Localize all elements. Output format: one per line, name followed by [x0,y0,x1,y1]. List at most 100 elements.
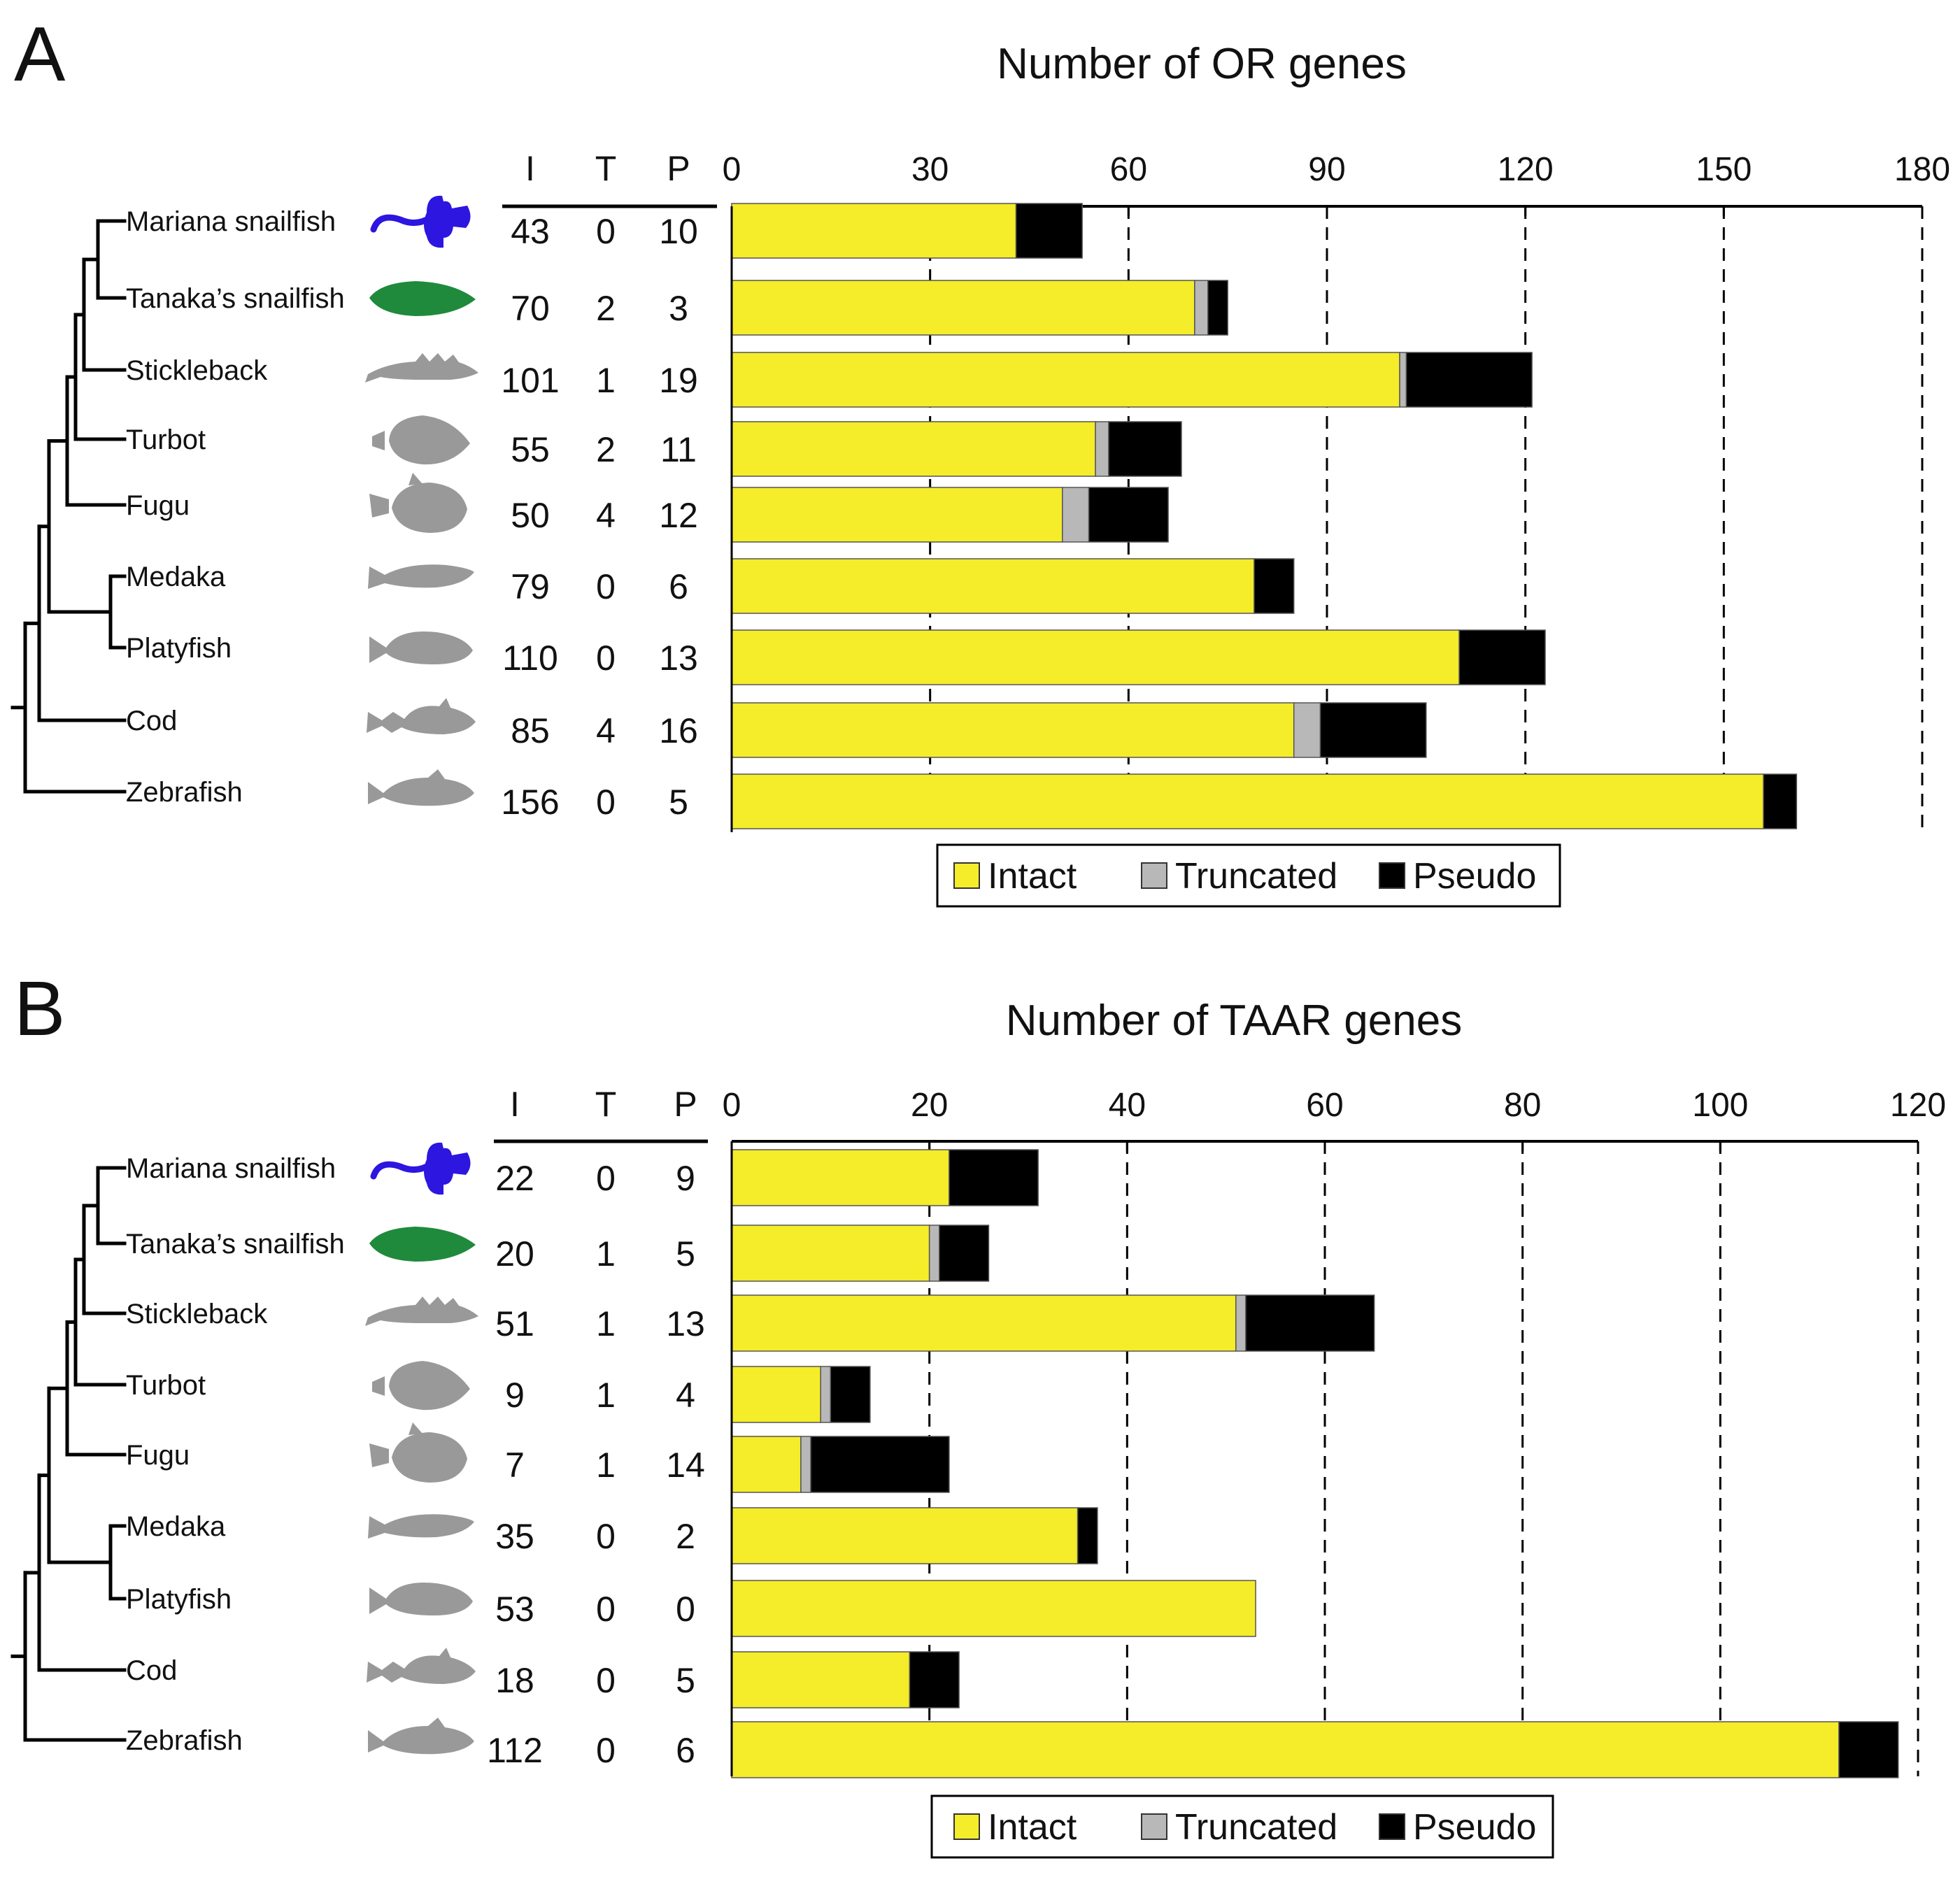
pseudo-count: 0 [676,1590,695,1629]
intact-bar [731,1721,1840,1778]
count-column-header: P [667,149,690,188]
pseudo-count: 16 [659,711,698,750]
x-tick-label: 20 [911,1087,948,1124]
legend-swatch-truncated [1141,1813,1167,1840]
zebrafish-silhouette-icon [368,1718,474,1755]
pseudo-bar [1458,629,1546,685]
legend-box [936,843,1561,908]
panel-letter: A [14,11,66,97]
pseudo-count: 5 [676,1661,695,1700]
pseudo-bar [1319,702,1427,758]
truncated-count: 0 [596,1590,616,1629]
medaka-silhouette-icon [368,1514,474,1539]
pseudo-bar [1254,558,1295,614]
count-column-header: I [510,1085,520,1124]
pseudo-count: 2 [676,1517,695,1556]
species-label: Platyfish [126,633,232,664]
pseudo-bar [1108,421,1182,477]
intact-count: 7 [505,1446,525,1485]
pseudo-count: 12 [659,496,698,535]
count-column-header: I [525,149,535,188]
truncated-count: 2 [596,289,616,328]
legend-swatch-truncated [1141,862,1167,889]
pseudo-count: 10 [659,212,698,251]
species-label: Fugu [126,1440,190,1471]
truncated-bar [1293,702,1321,758]
intact-bar [731,773,1764,829]
intact-bar [731,1580,1256,1637]
truncated-count: 0 [596,1661,616,1700]
intact-bar [731,1149,950,1206]
mariana-silhouette-icon [370,195,471,248]
intact-bar [731,1651,911,1708]
chart-title: Number of OR genes [997,40,1407,88]
intact-bar [731,421,1096,477]
intact-count: 55 [511,430,550,469]
count-column-header: P [674,1085,697,1124]
truncated-count: 1 [596,1234,616,1273]
intact-count: 22 [495,1159,534,1198]
pseudo-count: 4 [676,1376,695,1415]
pseudo-count: 6 [669,567,688,606]
truncated-count: 1 [596,1446,616,1485]
species-label: Medaka [126,1511,226,1542]
intact-bar [731,1436,802,1493]
fugu-silhouette-icon [369,1422,467,1483]
legend: Intact Truncated Pseudo [936,843,1561,908]
truncated-count: 0 [596,1517,616,1556]
intact-count: 9 [505,1376,525,1415]
intact-count: 156 [501,783,559,822]
x-tick-label: 180 [1894,151,1950,188]
truncated-bar [800,1436,811,1493]
pseudo-count: 5 [669,783,688,822]
intact-count: 43 [511,212,550,251]
pseudo-count: 14 [666,1446,705,1485]
intact-bar [731,1366,821,1423]
intact-bar [731,1225,930,1282]
x-tick-label: 120 [1498,151,1554,188]
x-tick-label: 40 [1109,1087,1146,1124]
truncated-bar [820,1366,832,1423]
truncated-bar [1062,487,1090,543]
fugu-silhouette-icon [369,473,467,533]
platyfish-silhouette-icon [369,631,473,664]
legend-swatch-intact [953,862,980,889]
legend-label-intact: Intact [988,856,1077,897]
truncated-count: 2 [596,430,616,469]
species-label: Cod [126,706,177,736]
cod-silhouette-icon [367,1648,476,1684]
count-column-header: T [595,149,617,188]
intact-count: 85 [511,711,550,750]
pseudo-bar [810,1436,950,1493]
intact-bar [731,352,1400,408]
stickleback-silhouette-icon [365,353,478,383]
truncated-count: 1 [596,1376,616,1415]
intact-count: 20 [495,1234,534,1273]
tanaka-silhouette-icon [369,281,476,316]
truncated-count: 1 [596,361,616,400]
stickleback-silhouette-icon [365,1297,478,1326]
zebrafish-silhouette-icon [368,769,474,806]
x-tick-label: 60 [1110,151,1147,188]
pseudo-count: 5 [676,1234,695,1273]
x-tick-label: 60 [1306,1087,1343,1124]
x-tick-label: 30 [911,151,949,188]
legend: Intact Truncated Pseudo [930,1794,1554,1859]
x-tick-label: 0 [723,151,741,188]
species-label: Mariana snailfish [126,206,336,237]
legend-label-truncated: Truncated [1175,856,1337,897]
pseudo-bar [830,1366,871,1423]
legend-swatch-pseudo [1379,1813,1405,1840]
mariana-silhouette-icon [370,1142,471,1195]
pseudo-count: 13 [659,638,698,678]
species-label: Cod [126,1655,177,1686]
intact-count: 51 [495,1304,534,1343]
intact-bar [731,702,1295,758]
legend-box [930,1794,1554,1859]
truncated-bar [1399,352,1407,408]
cod-silhouette-icon [367,698,476,734]
chart-title: Number of TAAR genes [1006,997,1462,1045]
intact-count: 53 [495,1590,534,1629]
